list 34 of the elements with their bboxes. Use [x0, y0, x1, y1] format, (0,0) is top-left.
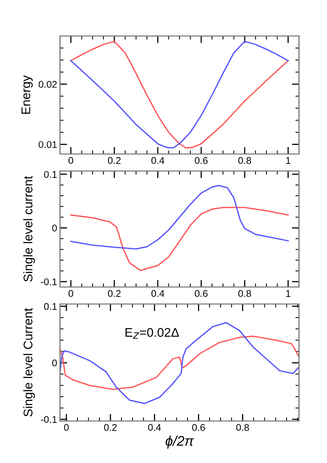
- y-tick-label: 0: [52, 224, 57, 232]
- line-series: [60, 322, 299, 404]
- x-tick-label: 0.4: [148, 424, 161, 431]
- x-axis-title: ϕ/2π: [166, 436, 194, 449]
- x-tick-label: 0.6: [194, 157, 208, 164]
- x-tick-label: 0.2: [108, 290, 121, 297]
- line-series: [70, 40, 289, 149]
- x-tick-label: 1: [286, 290, 290, 297]
- y-tick-label: -0.1: [40, 416, 57, 423]
- x-tick-label: 0.6: [192, 424, 205, 431]
- y-axis-title: Energy: [22, 75, 33, 114]
- y-axis-title: Single level current: [23, 176, 35, 282]
- y-tick-label: 0.1: [44, 302, 57, 310]
- y-axis-title: Single level Current: [23, 308, 35, 416]
- x-tick-label: 0: [68, 290, 74, 297]
- y-tick-label: 0.1: [44, 170, 57, 178]
- annotation: E$_{Z}$=0.02Δ: [126, 328, 179, 339]
- x-tick-label: 0.8: [238, 157, 252, 164]
- y-tick-label: 0.02: [38, 80, 57, 88]
- y-tick-label: 0.01: [38, 141, 57, 148]
- x-tick-label: 1: [286, 157, 290, 164]
- y-tick-label: -0.1: [40, 278, 57, 286]
- y-tick-label: 0: [52, 360, 57, 366]
- x-tick-label: 0: [68, 157, 74, 164]
- x-tick-label: 0.6: [194, 290, 208, 297]
- line-series: [70, 206, 289, 271]
- x-tick-label: 0.8: [238, 290, 252, 297]
- x-tick-label: 0.4: [151, 157, 164, 164]
- x-tick-label: 0.8: [236, 424, 249, 431]
- x-tick-label: 0.2: [108, 157, 121, 164]
- x-tick-label: 0.2: [104, 424, 117, 431]
- x-tick-label: 0.4: [151, 290, 164, 297]
- x-tick-label: 0: [64, 424, 69, 431]
- line-series: [70, 184, 289, 250]
